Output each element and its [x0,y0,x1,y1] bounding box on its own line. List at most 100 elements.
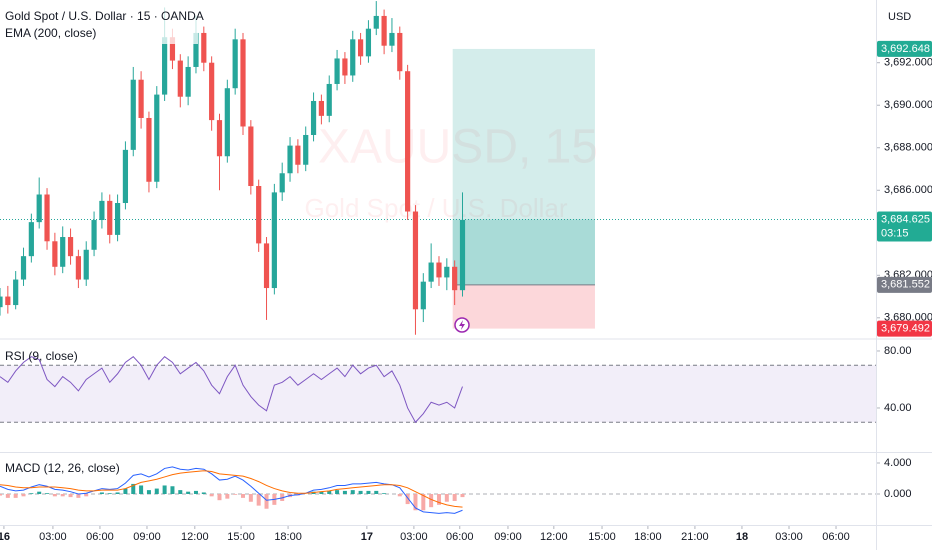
candle-body [365,28,372,57]
candle-body [444,266,450,278]
macd-histogram-bar [146,490,151,494]
macd-histogram-bar [154,488,159,494]
y-tick-label: 3,686.000 [884,184,932,196]
macd-tick-label: 4.000 [884,457,912,469]
rsi-plot [0,356,876,424]
macd-histogram-bar [264,493,269,509]
macd-histogram-bar [374,490,379,494]
candle-body [459,220,466,291]
candle-body [107,200,113,235]
candle-body [310,100,317,135]
macd-histogram-bar [21,493,26,497]
candle-body [44,194,50,242]
entry-label-box [877,276,932,293]
candle-body [350,39,356,76]
candle-body [232,39,238,89]
macd-histogram-bar [29,493,34,494]
x-tick-label: 06:00 [86,531,114,543]
macd-histogram-bar [193,490,198,494]
candle-body [436,262,442,278]
candle-body [342,58,348,76]
macd-histogram-bar [0,493,2,496]
candle-body [452,266,458,291]
candle-body [36,194,42,223]
x-tick-label: 17 [361,531,373,543]
current-price-label-box [877,211,932,242]
x-tick-label: 18:00 [274,531,302,543]
macd-histogram-bar [342,490,347,494]
candle-body [271,192,277,289]
entry-label: 3,681.552 [881,279,930,291]
x-tick-label: 06:00 [822,531,850,543]
macd-histogram-bar [405,493,410,505]
main-plot [0,1,876,335]
macd-histogram-bar [99,492,104,494]
macd-histogram-bar [452,493,457,501]
currency-label[interactable]: USD [888,11,911,23]
candle-body [83,249,89,280]
x-tick-label: 03:00 [39,531,67,543]
x-tick-label: 09:00 [133,531,161,543]
x-tick-label: 16 [0,531,10,543]
x-tick-label: 15:00 [227,531,255,543]
stop-zone [452,284,595,329]
candle-body [248,126,254,187]
candle-body [154,94,160,182]
candle-body [5,296,11,306]
rsi-band [0,365,876,423]
candle-body [193,32,199,67]
overlay-layer: Gold Spot / U.S. Dollar · 15 · OANDA EMA… [2,6,911,475]
candle-body [303,134,309,165]
candle-body [389,32,395,46]
macd-histogram-bar [429,493,434,508]
macd-histogram-bar [186,491,191,494]
macd-histogram-bar [5,493,10,498]
macd-line [0,466,463,514]
candle-body [373,15,379,29]
macd-tick-label: 0.000 [884,488,912,500]
x-tick-label: 03:00 [400,531,428,543]
current-price-label: 3,684.625 [881,213,930,225]
macd-histogram-bar [178,490,183,494]
signal-line [0,470,463,508]
macd-histogram-bar [460,493,465,498]
macd-title: MACD (12, 26, close) [5,461,120,475]
candle-body [357,39,364,57]
watermark: XAUUSD, 15 [318,121,598,174]
macd-histogram-bar [436,493,441,505]
watermark-subtitle: Gold Spot / U.S. Dollar [305,193,568,223]
candle-body [162,37,168,95]
alert-icon[interactable] [454,317,470,333]
target-zone [452,48,595,285]
candle-body [209,62,215,121]
candle-body [405,71,411,212]
macd-histogram-bar [248,493,253,502]
alert-bolt[interactable] [459,320,465,330]
y-tick-label: 3,690.000 [884,99,932,111]
candle-body [99,200,105,221]
macd-histogram-bar [366,490,371,494]
candle-body [185,66,191,97]
macd-histogram-bar [37,491,42,494]
candle-body [287,145,293,174]
candle-body [295,145,301,165]
candle-body [0,296,3,308]
indicator-label: EMA (200, close) [5,26,96,40]
candle-body [224,88,230,157]
macd-histogram-bar [413,493,418,511]
candle-body [146,117,152,182]
candle-body [334,58,340,84]
x-tick-label: 12:00 [540,531,568,543]
candle-body [263,243,270,289]
candle-body [279,173,285,193]
x-tick-label: 21:00 [681,531,709,543]
rsi-line [0,356,463,424]
macd-histogram-bar [123,488,128,494]
macd-histogram-bar [350,490,355,494]
x-tick-label: 09:00 [494,531,522,543]
candle-body [240,39,246,127]
macd-histogram-bar [241,493,246,498]
macd-histogram-bar [421,493,426,511]
